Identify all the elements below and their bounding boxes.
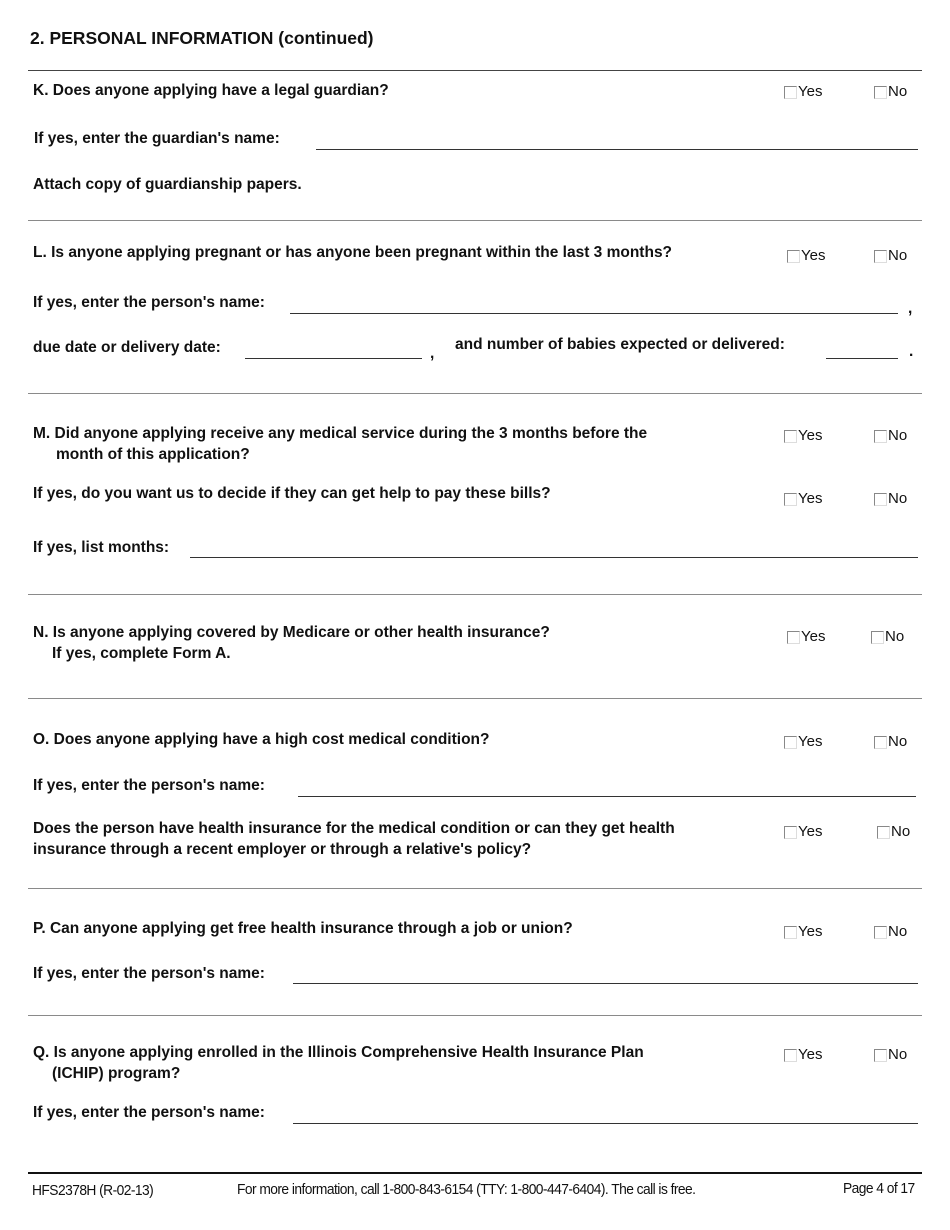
- no-label: No: [888, 490, 908, 507]
- due-date-field[interactable]: [245, 358, 422, 359]
- babies-count-field[interactable]: [826, 358, 898, 359]
- ichip-person-name-field[interactable]: [293, 1123, 918, 1124]
- pregnant-person-name-field[interactable]: [290, 313, 898, 314]
- page-number: Page 4 of 17: [843, 1180, 915, 1197]
- no-label: No: [888, 247, 908, 264]
- divider: [28, 220, 922, 221]
- divider: [28, 1015, 922, 1016]
- section-title: 2. PERSONAL INFORMATION (continued): [30, 28, 374, 48]
- yes-label: Yes: [798, 923, 823, 940]
- months-field[interactable]: [190, 557, 918, 558]
- question-m-line1: M. Did anyone applying receive any medic…: [33, 425, 648, 442]
- yes-label: Yes: [798, 427, 823, 444]
- guardian-name-label: If yes, enter the guardian's name:: [34, 130, 280, 147]
- o-yes-checkbox[interactable]: [784, 736, 797, 749]
- m-no-checkbox[interactable]: [874, 430, 887, 443]
- help-pay-question: If yes, do you want us to decide if they…: [33, 485, 551, 502]
- n-no-checkbox[interactable]: [871, 631, 884, 644]
- due-date-label: due date or delivery date:: [33, 339, 221, 356]
- no-label: No: [888, 83, 908, 100]
- p-yes-checkbox[interactable]: [784, 926, 797, 939]
- period: .: [909, 343, 914, 360]
- q-yes-checkbox[interactable]: [784, 1049, 797, 1062]
- question-q-line2: (ICHIP) program?: [52, 1065, 181, 1082]
- question-m-line2: month of this application?: [56, 446, 250, 463]
- question-o: O. Does anyone applying have a high cost…: [33, 731, 490, 748]
- o-insurance-yes-checkbox[interactable]: [784, 826, 797, 839]
- divider: [28, 698, 922, 699]
- form-id: HFS2378H (R-02-13): [32, 1182, 154, 1199]
- months-label: If yes, list months:: [33, 539, 170, 556]
- person-name-label: If yes, enter the person's name:: [33, 1104, 265, 1121]
- person-name-label: If yes, enter the person's name:: [33, 777, 265, 794]
- yes-label: Yes: [798, 490, 823, 507]
- q-no-checkbox[interactable]: [874, 1049, 887, 1062]
- o-no-checkbox[interactable]: [874, 736, 887, 749]
- job-insurance-person-name-field[interactable]: [293, 983, 918, 984]
- m-yes-checkbox[interactable]: [784, 430, 797, 443]
- divider: [28, 594, 922, 595]
- m-help-no-checkbox[interactable]: [874, 493, 887, 506]
- p-no-checkbox[interactable]: [874, 926, 887, 939]
- footer-divider: [28, 1172, 922, 1174]
- yes-label: Yes: [798, 823, 823, 840]
- no-label: No: [888, 733, 908, 750]
- no-label: No: [891, 823, 911, 840]
- divider: [28, 888, 922, 889]
- guardian-name-field[interactable]: [316, 149, 918, 150]
- no-label: No: [885, 628, 905, 645]
- person-name-label: If yes, enter the person's name:: [33, 965, 265, 982]
- no-label: No: [888, 427, 908, 444]
- l-yes-checkbox[interactable]: [787, 250, 800, 263]
- m-help-yes-checkbox[interactable]: [784, 493, 797, 506]
- question-k: K. Does anyone applying have a legal gua…: [33, 82, 389, 99]
- yes-label: Yes: [798, 733, 823, 750]
- o-insurance-no-checkbox[interactable]: [877, 826, 890, 839]
- babies-label: and number of babies expected or deliver…: [455, 336, 785, 353]
- divider: [28, 70, 922, 71]
- condition-insurance-line2: insurance through a recent employer or t…: [33, 841, 532, 858]
- yes-label: Yes: [801, 247, 826, 264]
- comma: ,: [430, 345, 435, 362]
- condition-insurance-line1: Does the person have health insurance fo…: [33, 820, 675, 837]
- question-n: N. Is anyone applying covered by Medicar…: [33, 624, 550, 641]
- comma: ,: [908, 300, 913, 317]
- form-a-note: If yes, complete Form A.: [52, 645, 231, 662]
- n-yes-checkbox[interactable]: [787, 631, 800, 644]
- condition-person-name-field[interactable]: [298, 796, 916, 797]
- l-no-checkbox[interactable]: [874, 250, 887, 263]
- divider: [28, 393, 922, 394]
- guardianship-note: Attach copy of guardianship papers.: [33, 176, 302, 193]
- question-l: L. Is anyone applying pregnant or has an…: [33, 244, 673, 261]
- yes-label: Yes: [801, 628, 826, 645]
- person-name-label: If yes, enter the person's name:: [33, 294, 265, 311]
- footer-info: For more information, call 1-800-843-615…: [237, 1181, 696, 1198]
- k-yes-checkbox[interactable]: [784, 86, 797, 99]
- yes-label: Yes: [798, 83, 823, 100]
- no-label: No: [888, 1046, 908, 1063]
- question-p: P. Can anyone applying get free health i…: [33, 920, 573, 937]
- k-no-checkbox[interactable]: [874, 86, 887, 99]
- question-q-line1: Q. Is anyone applying enrolled in the Il…: [33, 1044, 644, 1061]
- no-label: No: [888, 923, 908, 940]
- yes-label: Yes: [798, 1046, 823, 1063]
